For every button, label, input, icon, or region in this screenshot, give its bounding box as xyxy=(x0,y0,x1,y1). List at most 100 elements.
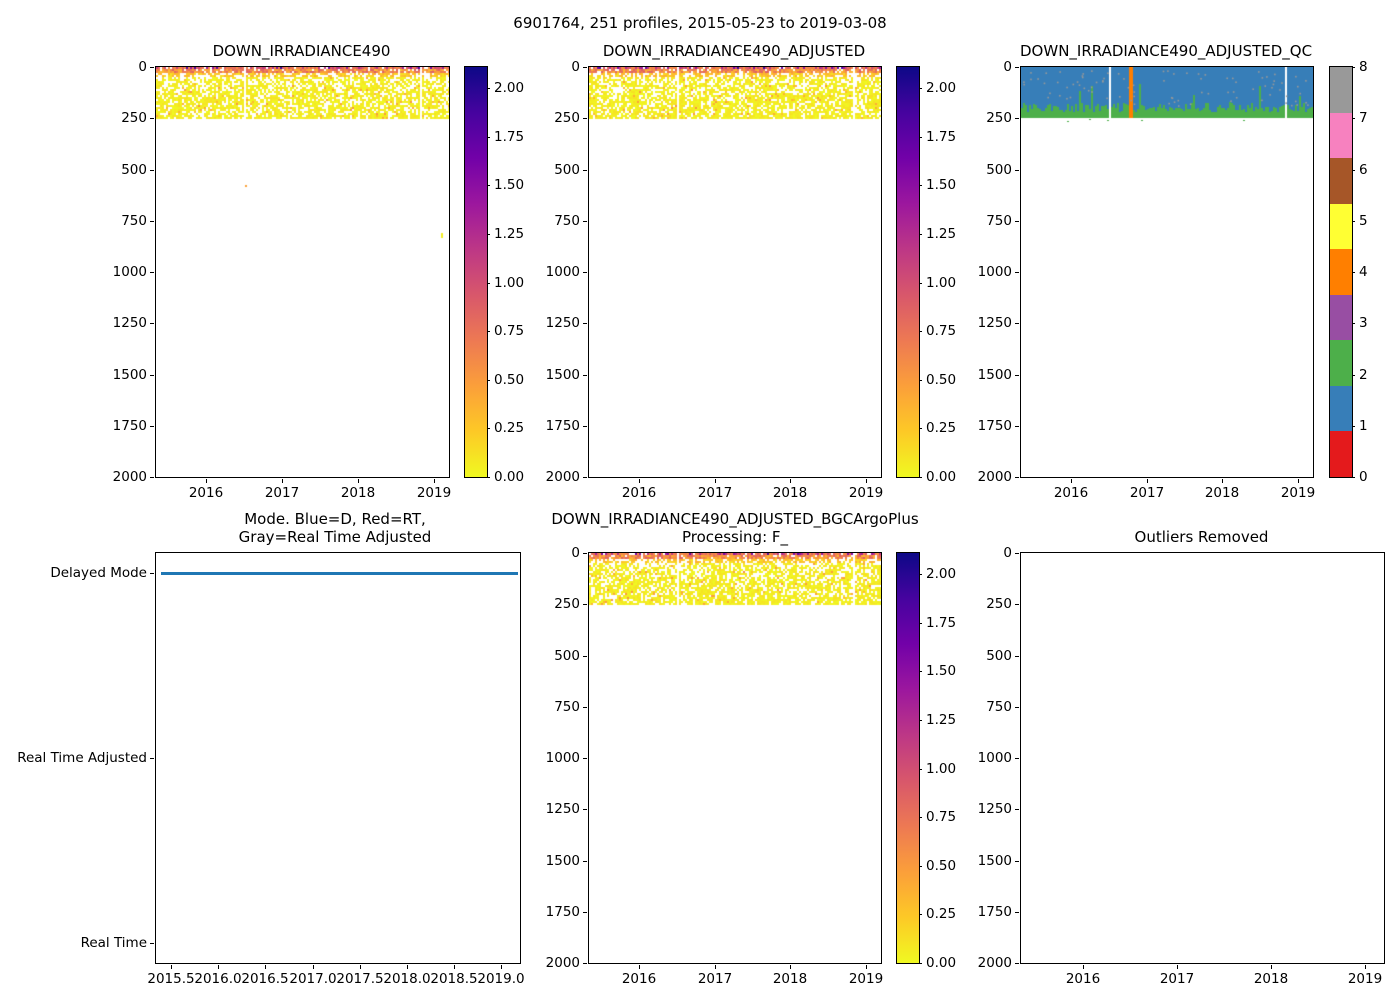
colorbar-tick-label: 1.75 xyxy=(926,129,957,145)
y-tick-label: 1500 xyxy=(977,367,1012,383)
x-tick-label: 2017 xyxy=(697,485,733,501)
y-tick-mark xyxy=(1015,221,1019,222)
y-tick-mark xyxy=(583,272,587,273)
x-tick-mark xyxy=(1298,479,1299,483)
x-tick-label: 2016 xyxy=(1065,971,1101,987)
colorbar-tick-mark xyxy=(919,477,922,478)
colorbar-tick-label: 7 xyxy=(1359,110,1368,126)
y-tick-mark xyxy=(583,707,587,708)
colorbar-tick-mark xyxy=(487,88,490,89)
y-tick-label: 500 xyxy=(986,162,1012,178)
y-tick-mark xyxy=(150,426,154,427)
y-tick-label: 1750 xyxy=(977,418,1012,434)
colorbar-tick-mark xyxy=(919,185,922,186)
x-tick-label: 2018 xyxy=(1253,971,1289,987)
x-tick-mark xyxy=(1271,965,1272,969)
x-tick-mark xyxy=(790,479,791,483)
colorbar-tick-mark xyxy=(919,331,922,332)
colorbar-tick-mark xyxy=(487,477,490,478)
colorbar-tick-mark xyxy=(919,137,922,138)
y-tick-mark xyxy=(150,477,154,478)
panel-title-bgcargoplus-line2: Processing: F_ xyxy=(681,528,789,546)
y-tick-mark xyxy=(583,912,587,913)
y-tick-mark xyxy=(583,221,587,222)
qc-colorbar-segment-4 xyxy=(1330,249,1352,295)
y-tick-mark xyxy=(1015,963,1019,964)
y-tick-label: 0 xyxy=(1003,545,1012,561)
qc-colorbar-segment-2 xyxy=(1330,340,1352,386)
colorbar-tick-mark xyxy=(1352,170,1355,171)
x-tick-mark xyxy=(218,965,219,969)
colorbar-tick-mark xyxy=(919,963,922,964)
y-tick-label: 1750 xyxy=(977,904,1012,920)
qc-colorbar-segment-5 xyxy=(1330,203,1352,250)
colorbar-tick-label: 1.25 xyxy=(494,226,525,242)
y-tick-label: 1250 xyxy=(545,801,580,817)
y-tick-label: 1500 xyxy=(112,367,147,383)
colorbar-down-irradiance490: 0.00 0.25 0.50 0.75 1.00 1.25 1.50 1.75 2.00 xyxy=(464,66,524,485)
x-tick-mark xyxy=(1071,479,1072,483)
colorbar-tick-label: 0 xyxy=(1359,469,1368,485)
colorbar-qc-flags: 0 1 2 3 4 5 6 7 8 xyxy=(1329,59,1368,485)
y-tick-label: 1500 xyxy=(977,853,1012,869)
qc-flag-heatmap-canvas xyxy=(1021,67,1313,477)
x-tick-mark xyxy=(1147,479,1148,483)
colorbar-tick-mark xyxy=(487,380,490,381)
x-tick-label: 2016 xyxy=(621,485,657,501)
y-tick-mark xyxy=(1015,758,1019,759)
colorbar-tick-mark xyxy=(1352,477,1355,478)
colorbar-tick-label: 2.00 xyxy=(926,80,957,96)
x-tick-mark xyxy=(715,965,716,969)
colorbar-tick-mark xyxy=(919,234,922,235)
y-tick-label: 750 xyxy=(986,699,1012,715)
y-tick-label: 750 xyxy=(554,213,580,229)
colorbar-tick-label: 0.75 xyxy=(926,323,957,339)
colorbar-tick-mark xyxy=(919,914,922,915)
y-tick-mark xyxy=(1015,118,1019,119)
y-tick-label: 2000 xyxy=(977,955,1012,971)
y-tick-mark xyxy=(583,656,587,657)
x-tick-label: 2018.0 xyxy=(383,971,431,987)
y-tick-mark xyxy=(583,118,587,119)
y-tick-label: 2000 xyxy=(545,469,580,485)
y-tick-label: 1750 xyxy=(112,418,147,434)
colorbar-tick-mark xyxy=(919,817,922,818)
x-tick-label: 2019.0 xyxy=(477,971,525,987)
axes-mode: 2015.5 2016.0 2016.5 2017.0 2017.5 2018.0 2018… xyxy=(17,552,525,987)
colorbar-tick-mark xyxy=(919,769,922,770)
y-tick-label: 250 xyxy=(554,110,580,126)
x-tick-label: 2019 xyxy=(1280,485,1316,501)
y-tick-mark xyxy=(150,67,154,68)
y-tick-mark xyxy=(1015,656,1019,657)
colorbar-tick-mark xyxy=(919,866,922,867)
y-tick-mark xyxy=(1015,809,1019,810)
qc-colorbar-segment-3 xyxy=(1330,294,1352,341)
colorbar-tick-mark xyxy=(919,574,922,575)
y-tick-mark xyxy=(1015,272,1019,273)
x-tick-mark xyxy=(360,965,361,969)
colorbar-tick-label: 0.50 xyxy=(926,372,957,388)
x-tick-label: 2018 xyxy=(772,971,808,987)
colorbar-tick-mark xyxy=(1352,375,1355,376)
x-tick-mark xyxy=(715,479,716,483)
panel-title-mode-line2: Gray=Real Time Adjusted xyxy=(238,528,432,546)
colorbar-tick-label: 6 xyxy=(1359,162,1368,178)
x-tick-label: 2019 xyxy=(1347,971,1383,987)
figure-title: 6901764, 251 profiles, 2015-05-23 to 201… xyxy=(513,14,887,32)
x-tick-mark xyxy=(282,479,283,483)
x-tick-label: 2019 xyxy=(848,485,884,501)
y-tick-label: 1000 xyxy=(112,264,147,280)
y-tick-mark xyxy=(150,375,154,376)
colorbar-tick-label: 1.25 xyxy=(926,226,957,242)
panel-title-down-irradiance490-adjusted-qc: DOWN_IRRADIANCE490_ADJUSTED_QC xyxy=(1020,42,1313,60)
y-tick-label: 0 xyxy=(571,545,580,561)
y-tick-label: 2000 xyxy=(977,469,1012,485)
x-tick-label: 2016.5 xyxy=(241,971,289,987)
colorbar-tick-mark xyxy=(487,428,490,429)
y-tick-label: 1500 xyxy=(545,853,580,869)
colorbar-tick-mark xyxy=(919,671,922,672)
panel-title-bgcargoplus: DOWN_IRRADIANCE490_ADJUSTED_BGCArgoPlus … xyxy=(520,510,950,546)
colorbar-tick-label: 1.75 xyxy=(494,129,525,145)
colorbar-tick-label: 8 xyxy=(1359,59,1368,75)
y-tick-label: 1500 xyxy=(545,367,580,383)
